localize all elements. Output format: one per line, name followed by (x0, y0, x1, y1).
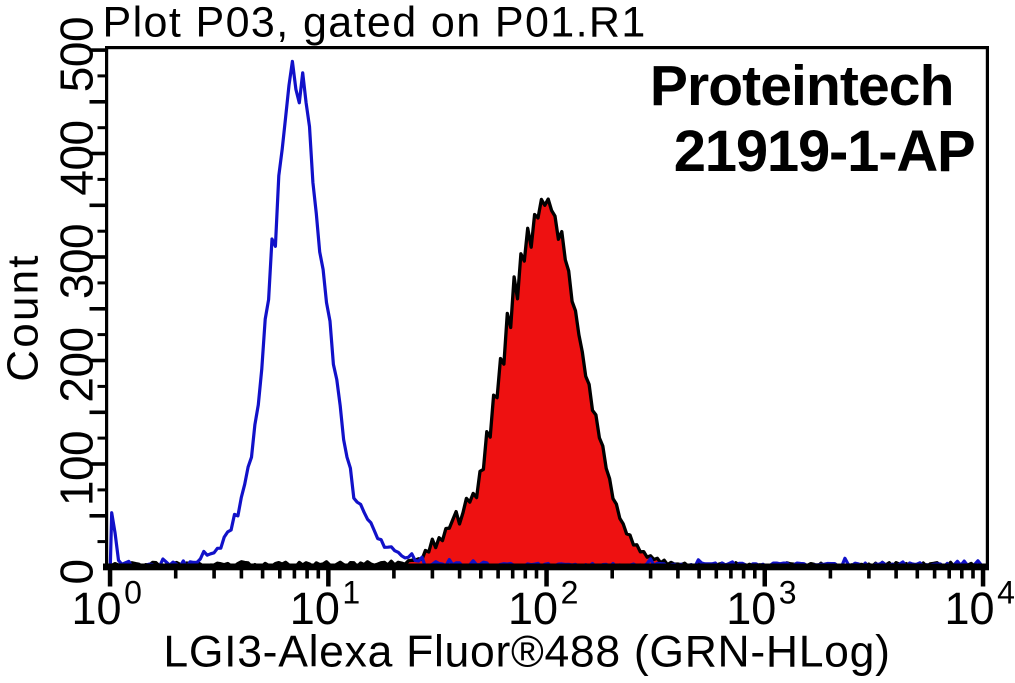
svg-text:104: 104 (945, 575, 1015, 635)
svg-text:102: 102 (508, 575, 578, 635)
svg-text:300: 300 (51, 224, 103, 299)
svg-text:500: 500 (51, 17, 103, 92)
svg-text:100: 100 (51, 431, 103, 506)
svg-text:21919-1-AP: 21919-1-AP (674, 119, 975, 184)
svg-text:400: 400 (51, 120, 103, 195)
svg-text:0: 0 (51, 559, 103, 584)
svg-text:Plot P03, gated on P01.R1: Plot P03, gated on P01.R1 (103, 0, 647, 47)
svg-text:LGI3-Alexa Fluor®488 (GRN-HLog: LGI3-Alexa Fluor®488 (GRN-HLog) (163, 628, 890, 677)
svg-text:200: 200 (51, 327, 103, 402)
svg-text:Count: Count (0, 253, 48, 381)
svg-text:Proteintech: Proteintech (650, 54, 954, 118)
